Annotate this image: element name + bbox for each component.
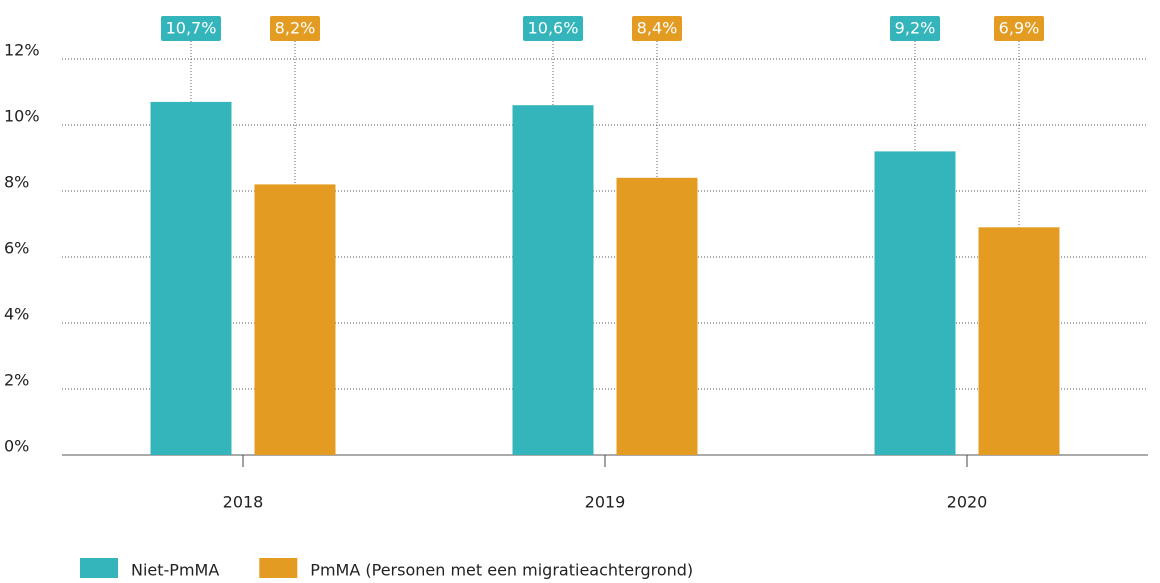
legend-swatch — [80, 558, 118, 578]
value-label: 6,9% — [999, 19, 1040, 38]
y-tick-label: 4% — [4, 305, 29, 324]
y-tick-label: 12% — [4, 41, 40, 60]
value-label-box — [270, 16, 320, 41]
y-tick-label: 8% — [4, 173, 29, 192]
bar — [150, 101, 232, 456]
value-label-box — [994, 16, 1044, 41]
x-tick-label: 2019 — [585, 493, 626, 512]
value-label: 10,7% — [166, 19, 217, 38]
legend-label: PmMA (Personen met een migratieachtergro… — [310, 561, 693, 580]
value-label: 8,2% — [275, 19, 316, 38]
x-tick-label: 2020 — [947, 493, 988, 512]
y-tick-label: 10% — [4, 107, 40, 126]
bar — [978, 227, 1060, 455]
bar — [874, 151, 956, 455]
bar — [616, 177, 698, 456]
value-label-box — [890, 16, 940, 41]
bar — [254, 184, 336, 455]
y-tick-label: 2% — [4, 371, 29, 390]
legend-label: Niet-PmMA — [131, 561, 219, 580]
value-label: 8,4% — [637, 19, 678, 38]
value-label-box — [523, 16, 583, 41]
value-label: 9,2% — [895, 19, 936, 38]
y-tick-label: 6% — [4, 239, 29, 258]
bar — [512, 105, 594, 455]
value-label-box — [632, 16, 682, 41]
legend-swatch — [259, 558, 298, 578]
y-tick-label: 0% — [4, 437, 29, 456]
x-tick-label: 2018 — [223, 493, 264, 512]
value-label-box — [161, 16, 221, 41]
value-label: 10,6% — [528, 19, 579, 38]
